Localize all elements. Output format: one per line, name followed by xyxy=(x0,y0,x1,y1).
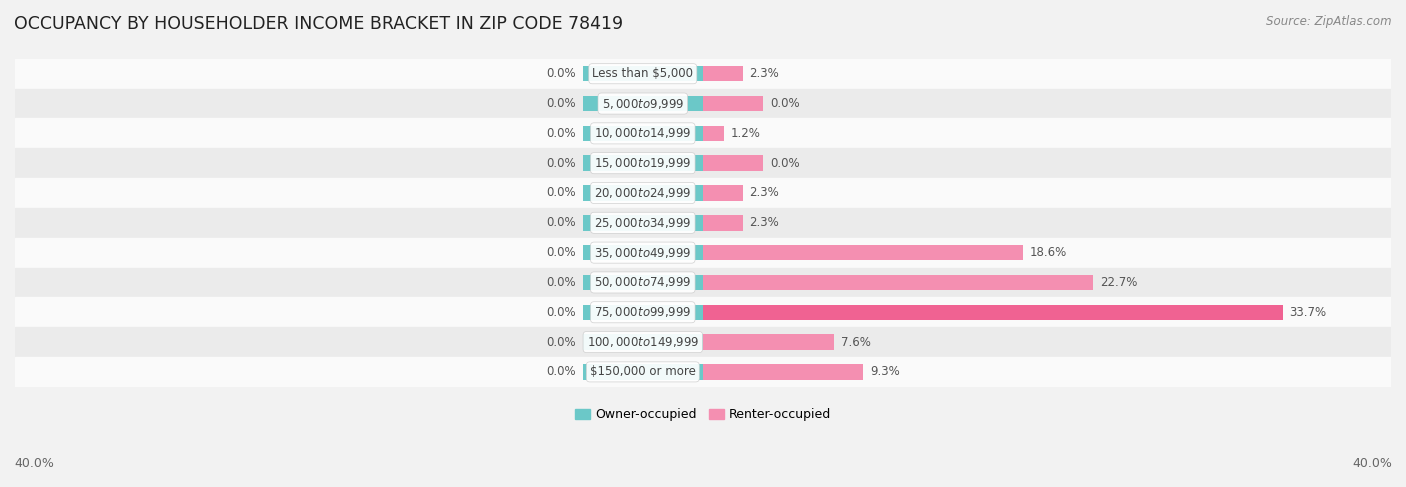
Bar xyxy=(703,245,1024,261)
Bar xyxy=(703,334,834,350)
Text: 9.3%: 9.3% xyxy=(870,365,900,378)
Text: 22.7%: 22.7% xyxy=(1101,276,1137,289)
Text: $100,000 to $149,999: $100,000 to $149,999 xyxy=(586,335,699,349)
Text: 0.0%: 0.0% xyxy=(546,67,575,80)
Bar xyxy=(703,275,1094,290)
Text: 0.0%: 0.0% xyxy=(546,365,575,378)
Legend: Owner-occupied, Renter-occupied: Owner-occupied, Renter-occupied xyxy=(569,403,837,427)
Bar xyxy=(703,66,742,81)
Text: $150,000 or more: $150,000 or more xyxy=(591,365,696,378)
Text: 0.0%: 0.0% xyxy=(546,246,575,259)
Bar xyxy=(703,215,742,230)
Text: 7.6%: 7.6% xyxy=(841,336,870,349)
Bar xyxy=(15,267,1391,298)
Bar xyxy=(15,148,1391,178)
Bar xyxy=(15,327,1391,357)
Bar xyxy=(15,89,1391,118)
Bar xyxy=(582,215,703,230)
Text: 0.0%: 0.0% xyxy=(546,127,575,140)
Bar xyxy=(15,298,1391,327)
Text: $50,000 to $74,999: $50,000 to $74,999 xyxy=(595,276,692,289)
Bar xyxy=(582,245,703,261)
Text: 18.6%: 18.6% xyxy=(1029,246,1067,259)
Text: 2.3%: 2.3% xyxy=(749,187,779,200)
Bar xyxy=(582,304,703,320)
Bar xyxy=(15,118,1391,148)
Text: 33.7%: 33.7% xyxy=(1289,306,1327,319)
Text: 40.0%: 40.0% xyxy=(14,457,53,470)
Bar xyxy=(703,364,863,380)
Text: 0.0%: 0.0% xyxy=(770,157,800,169)
Text: $5,000 to $9,999: $5,000 to $9,999 xyxy=(602,96,685,111)
Bar xyxy=(15,59,1391,89)
Bar xyxy=(15,208,1391,238)
Text: 0.0%: 0.0% xyxy=(770,97,800,110)
Bar xyxy=(703,304,1282,320)
Text: Less than $5,000: Less than $5,000 xyxy=(592,67,693,80)
Bar xyxy=(582,334,703,350)
Text: 2.3%: 2.3% xyxy=(749,216,779,229)
Text: $25,000 to $34,999: $25,000 to $34,999 xyxy=(595,216,692,230)
Text: 0.0%: 0.0% xyxy=(546,276,575,289)
Text: 40.0%: 40.0% xyxy=(1353,457,1392,470)
Bar xyxy=(582,275,703,290)
Bar xyxy=(582,364,703,380)
Bar xyxy=(703,185,742,201)
Bar xyxy=(582,66,703,81)
Bar xyxy=(582,126,703,141)
Text: 0.0%: 0.0% xyxy=(546,336,575,349)
Bar xyxy=(703,155,763,171)
Text: 0.0%: 0.0% xyxy=(546,187,575,200)
Text: 0.0%: 0.0% xyxy=(546,216,575,229)
Text: 0.0%: 0.0% xyxy=(546,157,575,169)
Text: OCCUPANCY BY HOUSEHOLDER INCOME BRACKET IN ZIP CODE 78419: OCCUPANCY BY HOUSEHOLDER INCOME BRACKET … xyxy=(14,15,623,33)
Text: $15,000 to $19,999: $15,000 to $19,999 xyxy=(595,156,692,170)
Bar xyxy=(703,96,763,112)
Text: 0.0%: 0.0% xyxy=(546,306,575,319)
Bar xyxy=(582,96,703,112)
Text: 2.3%: 2.3% xyxy=(749,67,779,80)
Text: 1.2%: 1.2% xyxy=(731,127,761,140)
Bar xyxy=(15,178,1391,208)
Text: $35,000 to $49,999: $35,000 to $49,999 xyxy=(595,245,692,260)
Bar xyxy=(582,185,703,201)
Text: 0.0%: 0.0% xyxy=(546,97,575,110)
Text: $10,000 to $14,999: $10,000 to $14,999 xyxy=(595,126,692,140)
Bar xyxy=(703,126,724,141)
Bar xyxy=(15,357,1391,387)
Bar xyxy=(582,155,703,171)
Text: Source: ZipAtlas.com: Source: ZipAtlas.com xyxy=(1267,15,1392,28)
Bar xyxy=(15,238,1391,267)
Text: $75,000 to $99,999: $75,000 to $99,999 xyxy=(595,305,692,319)
Text: $20,000 to $24,999: $20,000 to $24,999 xyxy=(595,186,692,200)
